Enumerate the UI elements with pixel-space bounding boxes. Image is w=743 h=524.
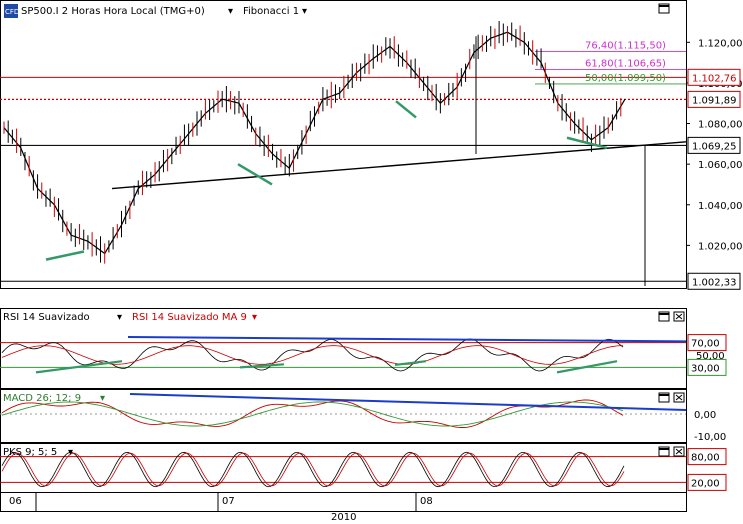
rsi-swing-marker	[394, 360, 427, 367]
swing-low-marker	[566, 136, 608, 150]
maximize-macd-panel-icon[interactable]	[658, 392, 670, 403]
pks-level-badge-text: 80,00	[691, 453, 720, 464]
level-badge-text: 1.091,89	[692, 95, 737, 106]
rsi-level-badge	[687, 358, 727, 376]
swing-low-marker	[45, 250, 85, 261]
rsi-level-badge-text: 70,00	[691, 339, 720, 350]
price-axis-tick-label: 1.120,00	[698, 38, 743, 49]
rsi-ma-dropdown-icon[interactable]: ▾	[252, 312, 257, 323]
rsi-swing-marker	[35, 360, 123, 374]
pks-label[interactable]: PKS 9; 5; 5	[3, 447, 57, 458]
rsi-ma-label[interactable]: RSI 14 Suavizado MA 9	[132, 312, 247, 323]
fib-label: 61,80(1.106,65)	[585, 58, 666, 69]
maximize-pks-panel-icon[interactable]	[658, 446, 670, 457]
pks-signal-line	[1, 452, 625, 487]
pks-level-badge	[687, 473, 727, 491]
close-pks-panel-icon[interactable]	[673, 446, 685, 457]
level-badge-text: 1.102,76	[692, 73, 737, 84]
instrument-dropdown-icon[interactable]: ▾	[228, 6, 233, 17]
level-badge-text: 1.002,33	[692, 277, 737, 288]
logo-text: CFD	[5, 8, 19, 16]
pks-dropdown-icon[interactable]: ▾	[68, 447, 73, 458]
month-label-aug: 08	[420, 496, 433, 507]
chart-logo-icon: CFD	[4, 4, 19, 18]
rsi-level-badge	[687, 334, 727, 352]
rsi-label[interactable]: RSI 14 Suavizado	[3, 312, 90, 323]
pks-line	[1, 451, 625, 488]
level-badge-text: 1.069,25	[692, 141, 737, 152]
macd-label[interactable]: MACD 26; 12; 9	[3, 393, 81, 404]
support-trendline	[111, 141, 687, 190]
pks-level-badge-text: 20,00	[691, 478, 720, 489]
close-macd-panel-icon[interactable]	[673, 392, 685, 403]
macd-tick-label: -10,00	[694, 432, 726, 443]
maximize-price-panel-icon[interactable]	[658, 3, 670, 14]
macd-signal-line	[1, 401, 624, 427]
year-label: 2010	[331, 512, 356, 523]
macd-dropdown-icon[interactable]: ▾	[100, 393, 105, 404]
price-axis-tick-label: 1.080,00	[698, 120, 743, 131]
rsi-mid-tick: 50,00	[696, 351, 725, 362]
rsi-level-badge-text: 30,00	[691, 363, 720, 374]
level-badge	[687, 272, 741, 290]
maximize-rsi-panel-icon[interactable]	[658, 311, 670, 322]
level-badge	[687, 90, 741, 108]
rsi-dropdown-icon[interactable]: ▾	[117, 312, 122, 323]
level-badge	[687, 68, 741, 86]
month-label-jul: 07	[222, 496, 235, 507]
price-axis-tick-label: 1.020,00	[698, 241, 743, 252]
fibonacci-menu[interactable]: Fibonacci 1	[243, 6, 299, 17]
price-axis-tick-label: 1.060,00	[698, 160, 743, 171]
price-axis-tick-label: 1.040,00	[698, 201, 743, 212]
fib-label: 50,00(1.099,50)	[585, 73, 666, 84]
level-badge	[687, 136, 741, 154]
macd-tick-label: 0,00	[694, 410, 716, 421]
swing-low-marker	[395, 100, 417, 119]
rsi-swing-marker	[556, 360, 618, 374]
rsi-swing-marker	[239, 363, 285, 369]
swing-low-marker	[237, 163, 273, 186]
rsi-trendline	[127, 336, 687, 343]
fibonacci-dropdown-icon[interactable]: ▾	[302, 6, 307, 17]
macd-trendline	[129, 393, 687, 411]
instrument-title[interactable]: SP500.I 2 Horas Hora Local (TMG+0)	[21, 6, 205, 17]
month-label-jun: 06	[9, 496, 22, 507]
pks-level-badge	[687, 448, 727, 466]
close-rsi-panel-icon[interactable]	[673, 311, 685, 322]
fib-label: 76,40(1.115,50)	[585, 40, 666, 51]
